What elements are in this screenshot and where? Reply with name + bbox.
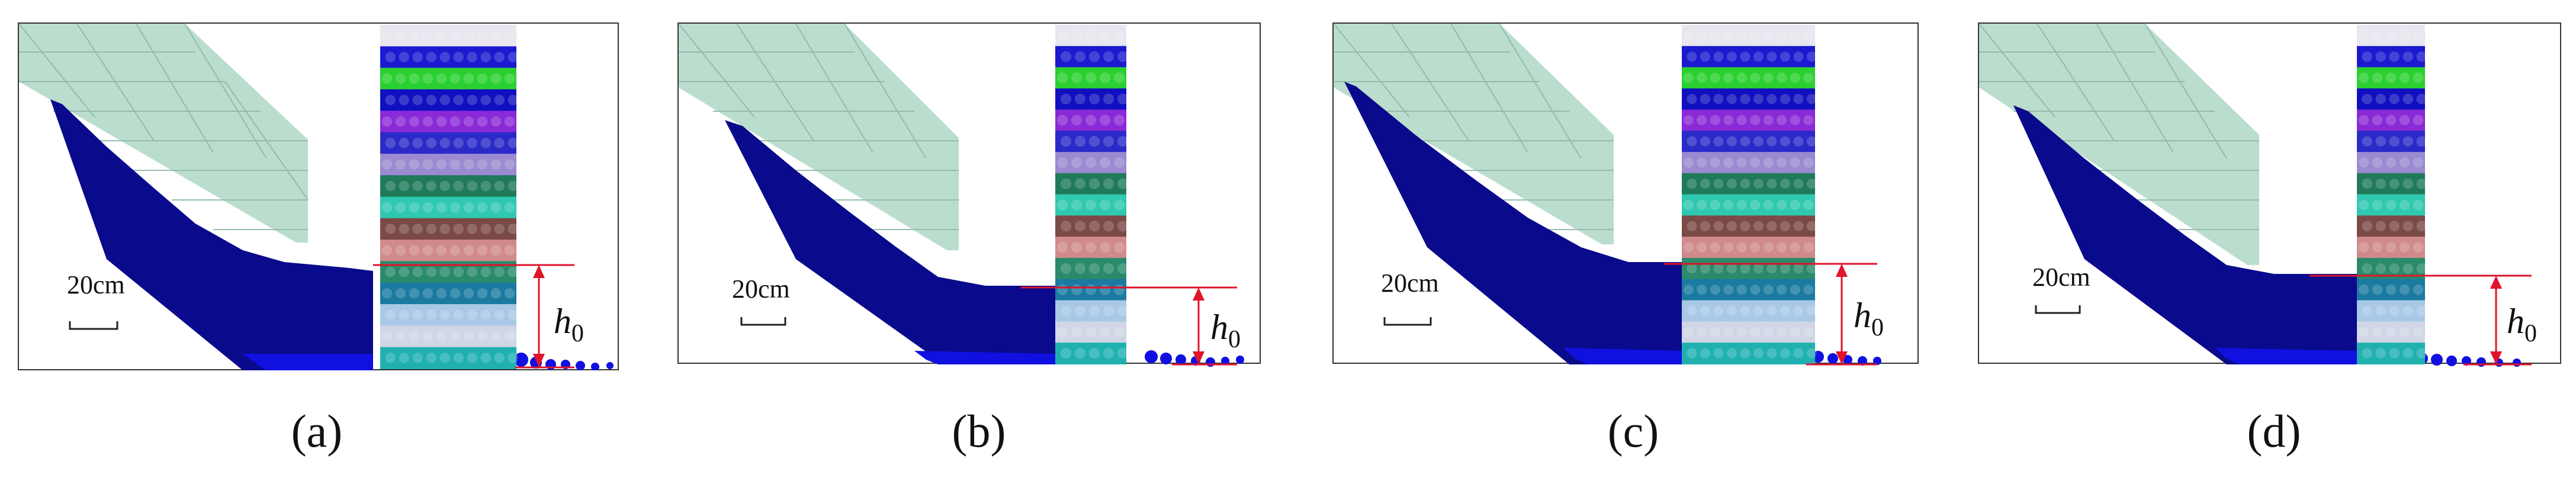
level-indicator: h0 xyxy=(373,264,584,369)
granular-column xyxy=(1055,25,1129,364)
scale-bar-label: 20cm xyxy=(2032,263,2090,292)
simulation-figure-a: h0 20cm xyxy=(18,22,619,370)
particle-bed xyxy=(1344,82,1881,366)
height-symbol: h xyxy=(554,302,571,341)
panel-a: h0 20cm xyxy=(18,22,619,370)
svg-text:h0: h0 xyxy=(1854,296,1884,341)
scale-bar-label: 20cm xyxy=(1381,269,1439,298)
height-subscript: 0 xyxy=(2524,320,2537,347)
panel-label-b: (b) xyxy=(952,405,1006,457)
scale-bar: 20cm xyxy=(732,274,790,326)
height-symbol: h xyxy=(1854,296,1871,335)
height-symbol: h xyxy=(1210,308,1228,347)
level-indicator: h0 xyxy=(1664,263,1884,366)
svg-text:h0: h0 xyxy=(1210,308,1241,353)
scale-bar: 20cm xyxy=(1381,269,1439,326)
hopper-plate xyxy=(18,23,309,243)
svg-text:h0: h0 xyxy=(554,302,584,347)
panel-c: h0 20cm xyxy=(1332,22,1919,370)
panel-label-d: (d) xyxy=(2247,405,2301,457)
panel-d: h0 20cm xyxy=(1978,22,2561,370)
scale-bar: 20cm xyxy=(67,270,125,330)
particle-bed xyxy=(725,120,1244,367)
granular-column xyxy=(2357,25,2427,364)
granular-column xyxy=(380,25,518,369)
simulation-figure-c: h0 20cm xyxy=(1332,22,1919,366)
height-subscript: 0 xyxy=(1228,326,1241,353)
hopper-plate xyxy=(1978,23,2259,265)
simulation-figure-b: h0 20cm xyxy=(677,22,1261,367)
hopper-plate xyxy=(678,23,959,250)
granular-column xyxy=(1682,25,1817,364)
scale-bar-label: 20cm xyxy=(67,270,125,299)
scale-bar: 20cm xyxy=(2032,263,2090,314)
level-indicator: h0 xyxy=(1021,286,1241,366)
panel-label-c: (c) xyxy=(1607,405,1659,457)
height-symbol: h xyxy=(2507,302,2524,341)
height-subscript: 0 xyxy=(571,320,584,347)
scale-bar-label: 20cm xyxy=(732,274,790,303)
panel-label-a: (a) xyxy=(291,405,343,457)
svg-text:h0: h0 xyxy=(2507,302,2537,347)
panel-b: h0 20cm xyxy=(677,22,1261,370)
simulation-figure-d: h0 20cm xyxy=(1978,22,2561,367)
level-indicator: h0 xyxy=(2310,274,2537,366)
height-subscript: 0 xyxy=(1871,314,1884,341)
